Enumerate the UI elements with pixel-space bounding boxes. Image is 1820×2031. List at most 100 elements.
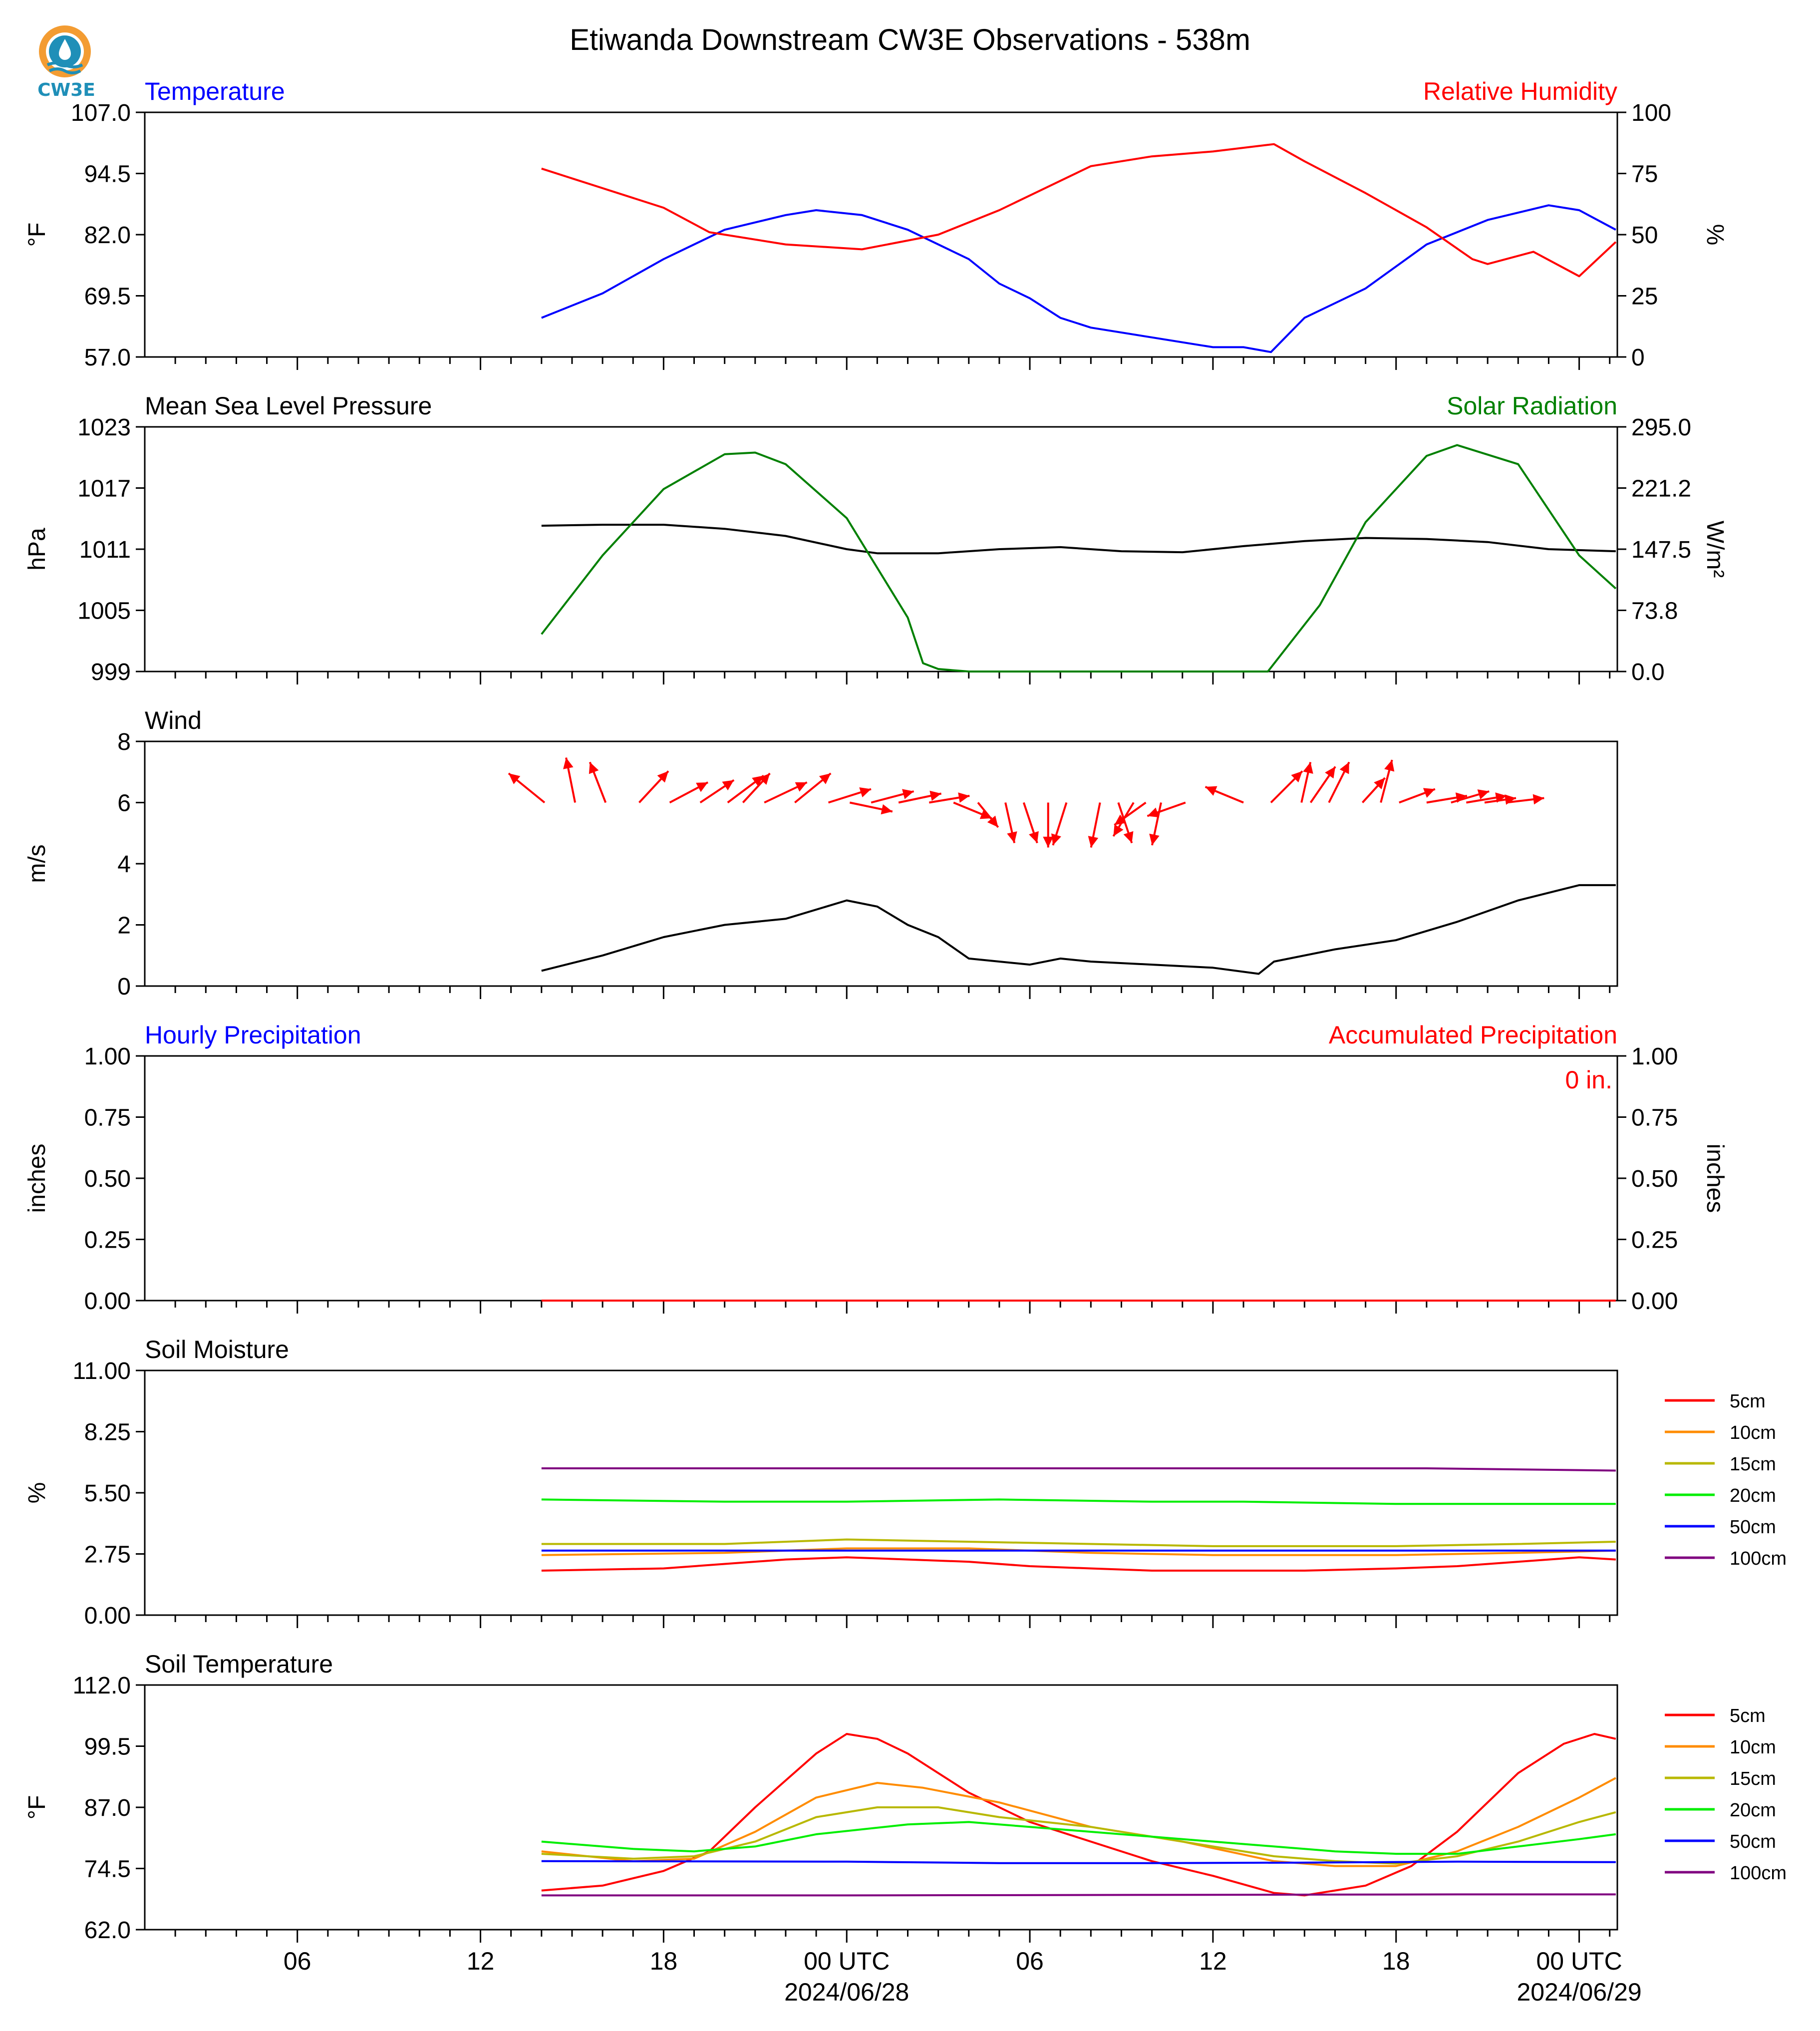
y2-tick-label: 0.00: [1631, 1288, 1678, 1315]
cw3e-logo-icon: [27, 19, 102, 104]
wind-arrow-head: [929, 790, 941, 801]
panel-right-title: Relative Humidity: [1423, 77, 1617, 105]
x-tick-label: 18: [650, 1947, 678, 1975]
x-tick-label: 06: [284, 1947, 311, 1975]
wind-arrow-head: [1088, 836, 1099, 848]
y-tick-label: 82.0: [84, 222, 131, 249]
legend-label: 100cm: [1730, 1863, 1787, 1884]
panel-left-title: Mean Sea Level Pressure: [145, 392, 432, 420]
y-axis-label: hPa: [24, 528, 50, 571]
y-tick-label: 2: [117, 913, 131, 939]
y-tick-label: 1023: [77, 414, 131, 441]
wind-arrow-head: [1113, 824, 1124, 836]
y-tick-label: 1005: [77, 598, 131, 625]
panel-left-title: Temperature: [145, 77, 285, 105]
y-axis-label: m/s: [24, 844, 50, 883]
x-tick-label: 12: [467, 1947, 495, 1975]
y-tick-label: 8: [117, 729, 131, 755]
panel-left-title: Soil Moisture: [145, 1336, 289, 1363]
wind-arrow-head: [1051, 833, 1061, 845]
y-axis-label: %: [24, 1482, 50, 1504]
legend-label: 100cm: [1730, 1548, 1787, 1569]
panel-left-title: Hourly Precipitation: [145, 1021, 361, 1049]
panel-6: 62.0 74.5 87.0 99.5 112.0 Soil Temperature °F 5…: [24, 1650, 1787, 1944]
series-line-100cm: [541, 1467, 1616, 1472]
wind-arrow-head: [987, 815, 998, 827]
y-tick-label: 112.0: [72, 1673, 131, 1699]
y-tick-label: 5.50: [84, 1480, 131, 1507]
y-tick-label: 87.0: [84, 1795, 131, 1821]
y-tick-label: 999: [91, 659, 131, 685]
x-tick-label: 18: [1382, 1947, 1410, 1975]
wind-arrow-head: [1114, 814, 1127, 825]
y-tick-label: 11.00: [72, 1358, 131, 1384]
y2-tick-label: 147.5: [1631, 537, 1691, 563]
y-axis-label: °F: [24, 223, 50, 247]
y-tick-label: 74.5: [84, 1856, 131, 1883]
chart-title: Etiwanda Downstream CW3E Observations - …: [570, 23, 1250, 56]
y2-axis-label: W/m²: [1702, 521, 1728, 578]
x-date-label: 2024/06/29: [1517, 1978, 1641, 2006]
panel-left-title: Soil Temperature: [145, 1650, 333, 1678]
legend-label: 20cm: [1730, 1800, 1776, 1821]
series-line-15cm: [541, 1806, 1616, 1865]
y-tick-label: 94.5: [84, 161, 131, 188]
series-line-1: [541, 204, 1616, 353]
wind-arrow-head: [657, 771, 668, 783]
panel-right-title: Accumulated Precipitation: [1329, 1021, 1617, 1049]
wind-arrow-head: [1325, 766, 1336, 779]
y-tick-label: 1011: [79, 537, 131, 563]
y2-tick-label: 73.8: [1631, 598, 1678, 625]
y-tick-label: 1.00: [84, 1043, 131, 1070]
series-line-1: [541, 884, 1616, 975]
y-tick-label: 69.5: [84, 284, 131, 310]
y-tick-label: 2.75: [84, 1542, 131, 1568]
wind-arrow-head: [881, 804, 893, 815]
wind-arrow-head: [1123, 831, 1134, 843]
wind-arrow-head: [759, 773, 770, 785]
y2-tick-label: 0.25: [1631, 1227, 1678, 1254]
y-tick-label: 8.25: [84, 1419, 131, 1446]
wind-arrow-head: [902, 789, 914, 799]
y2-tick-label: 75: [1631, 161, 1658, 188]
y-tick-label: 0: [117, 974, 131, 1000]
y2-tick-label: 0.0: [1631, 659, 1665, 685]
wind-arrow-head: [563, 757, 574, 769]
wind-arrow-head: [1423, 788, 1435, 798]
x-tick-label: 06: [1016, 1947, 1044, 1975]
y-tick-label: 0.75: [84, 1105, 131, 1131]
y-tick-label: 1017: [77, 476, 131, 502]
legend-label: 5cm: [1730, 1391, 1766, 1412]
legend-label: 10cm: [1730, 1422, 1776, 1443]
y-tick-label: 4: [117, 851, 131, 878]
y-tick-label: 107.0: [71, 100, 131, 126]
y-tick-label: 6: [117, 790, 131, 817]
wind-arrow-head: [1532, 794, 1544, 805]
y2-tick-label: 221.2: [1631, 476, 1691, 502]
wind-arrow-head: [958, 792, 970, 803]
legend-label: 5cm: [1730, 1705, 1766, 1726]
y-axis-label: inches: [24, 1144, 50, 1213]
y2-tick-label: 1.00: [1631, 1043, 1678, 1070]
wind-arrow-head: [1007, 831, 1017, 843]
x-tick-label: 12: [1199, 1947, 1227, 1975]
legend-label: 15cm: [1730, 1454, 1776, 1475]
series-line-20cm: [541, 1498, 1616, 1505]
wind-arrow-head: [1149, 833, 1160, 845]
panel-left-title: Wind: [145, 706, 202, 734]
panel-2: 999 1005 1011 1017 1023 0.0 73.8 147.5 221.2 295.…: [24, 392, 1728, 685]
y2-tick-label: 25: [1631, 284, 1658, 310]
panel-5: 0.00 2.75 5.50 8.25 11.00 Soil Moisture% 5cm 10…: [24, 1336, 1787, 1629]
wind-arrow-head: [1029, 831, 1039, 843]
series-line-50cm: [541, 1860, 1616, 1864]
wind-arrow-head: [1147, 807, 1160, 818]
series-line-15cm: [541, 1538, 1616, 1547]
panel-4: 0.00 0.25 0.50 0.75 1.00 0.00 0.25 0.50 0.75 1.00…: [24, 1021, 1728, 1315]
series-line-2: [541, 444, 1617, 673]
wind-arrow-head: [795, 782, 807, 792]
series-line-100cm: [541, 1893, 1616, 1897]
plot-frame: [144, 426, 1618, 673]
y2-tick-label: 50: [1631, 222, 1658, 249]
